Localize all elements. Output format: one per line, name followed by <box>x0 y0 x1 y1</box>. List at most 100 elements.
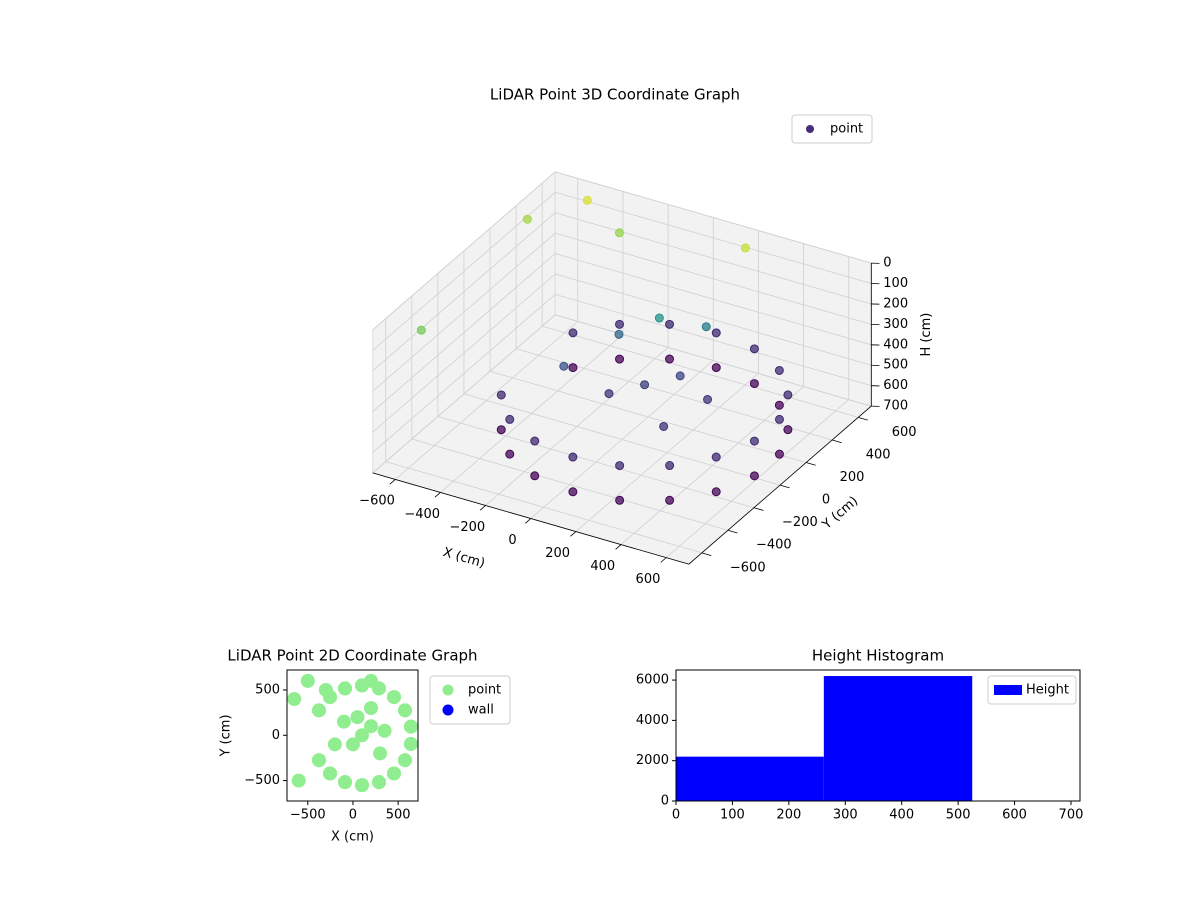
chart-title: LiDAR Point 3D Coordinate Graph <box>490 86 740 104</box>
plot-frame <box>286 669 419 802</box>
point <box>416 325 426 335</box>
point <box>397 703 412 718</box>
legend-marker <box>442 684 454 696</box>
y-tick-label: 4000 <box>636 713 669 728</box>
z-tick-label: 0 <box>883 256 891 271</box>
point <box>364 673 379 688</box>
y-tick-label: −500 <box>244 773 280 788</box>
point <box>703 394 713 404</box>
point <box>615 319 625 329</box>
y-axis-line <box>688 405 872 565</box>
grid-line <box>411 438 729 531</box>
chart-title: Height Histogram <box>812 647 944 665</box>
point <box>354 728 369 743</box>
point <box>505 449 515 459</box>
point <box>774 449 784 459</box>
point <box>783 390 793 400</box>
bar <box>823 676 973 801</box>
x-tick-label: 0 <box>508 533 516 548</box>
point <box>654 313 664 323</box>
z-tick-label: 400 <box>883 337 908 352</box>
plot-area <box>287 673 418 793</box>
y-tick <box>806 462 816 466</box>
y-tick-label: 0 <box>661 794 669 809</box>
point <box>373 746 388 761</box>
legend-label: Height <box>1026 683 1069 698</box>
grid-line <box>555 232 872 325</box>
point <box>614 329 624 339</box>
x-tick <box>660 557 667 563</box>
point <box>749 344 759 354</box>
point <box>711 452 721 462</box>
y-tick-label: 0 <box>272 728 280 743</box>
point <box>568 363 578 373</box>
point <box>783 425 793 435</box>
legend-swatch <box>994 685 1022 695</box>
x-tick-label: 0 <box>349 808 357 823</box>
point <box>522 214 532 224</box>
grid-line <box>555 314 872 407</box>
z-tick-label: 200 <box>883 296 908 311</box>
z-tick-label: 100 <box>883 276 908 291</box>
x-tick-label: 200 <box>545 546 570 561</box>
x-tick-label: 400 <box>889 808 914 823</box>
x-tick-label: 200 <box>776 808 801 823</box>
point <box>774 414 784 424</box>
x-tick <box>570 531 577 537</box>
point <box>615 354 625 364</box>
plot-frame <box>675 669 1081 802</box>
grid-line <box>372 253 556 412</box>
chart-title: LiDAR Point 2D Coordinate Graph <box>227 647 477 665</box>
point <box>403 719 418 734</box>
legend-label: point <box>830 122 863 137</box>
x-tick <box>434 492 441 498</box>
point <box>345 737 360 752</box>
x-tick <box>615 544 622 550</box>
y-tick <box>753 507 764 511</box>
z-axis-label: H (cm) <box>919 313 934 357</box>
point <box>397 753 412 768</box>
grid-line <box>385 461 702 554</box>
point <box>711 487 721 497</box>
x-axis-label: X (cm) <box>441 545 486 571</box>
point <box>774 365 784 375</box>
z-tick-label: 300 <box>883 317 908 332</box>
point <box>403 736 418 751</box>
y-tick <box>779 484 790 489</box>
legend-label: point <box>468 683 501 698</box>
point <box>287 692 302 707</box>
point <box>327 737 342 752</box>
y-axis-label: Y (cm) <box>219 714 234 757</box>
x-tick-label: 400 <box>590 559 615 574</box>
y-tick-label: 0 <box>822 493 830 508</box>
point <box>749 436 759 446</box>
z-tick-label: 500 <box>883 358 908 373</box>
grid-line <box>555 253 872 346</box>
x-tick-label: 600 <box>1002 808 1027 823</box>
point <box>364 701 379 716</box>
point <box>300 673 315 688</box>
x-tick-label: −600 <box>359 494 395 509</box>
point <box>311 703 326 718</box>
point <box>665 354 675 364</box>
y-tick-label: −400 <box>756 538 792 553</box>
y-tick <box>727 529 738 534</box>
point <box>774 400 784 410</box>
x-tick <box>525 518 532 524</box>
point <box>350 710 365 725</box>
legend-marker <box>442 704 454 716</box>
point <box>675 371 685 381</box>
x-axis-label: X (cm) <box>331 830 374 845</box>
bar <box>676 756 824 801</box>
y-tick-label: 400 <box>866 447 891 462</box>
y-tick-label: −600 <box>730 560 766 575</box>
y-tick-label: 200 <box>840 470 865 485</box>
grid-line <box>555 212 872 305</box>
legend-box <box>791 114 873 144</box>
y-tick-label: −200 <box>782 515 818 530</box>
point <box>604 389 614 399</box>
grid-line <box>555 294 872 387</box>
z-tick-label: 600 <box>883 378 908 393</box>
grid-line <box>372 171 556 331</box>
grid-line <box>372 232 556 392</box>
